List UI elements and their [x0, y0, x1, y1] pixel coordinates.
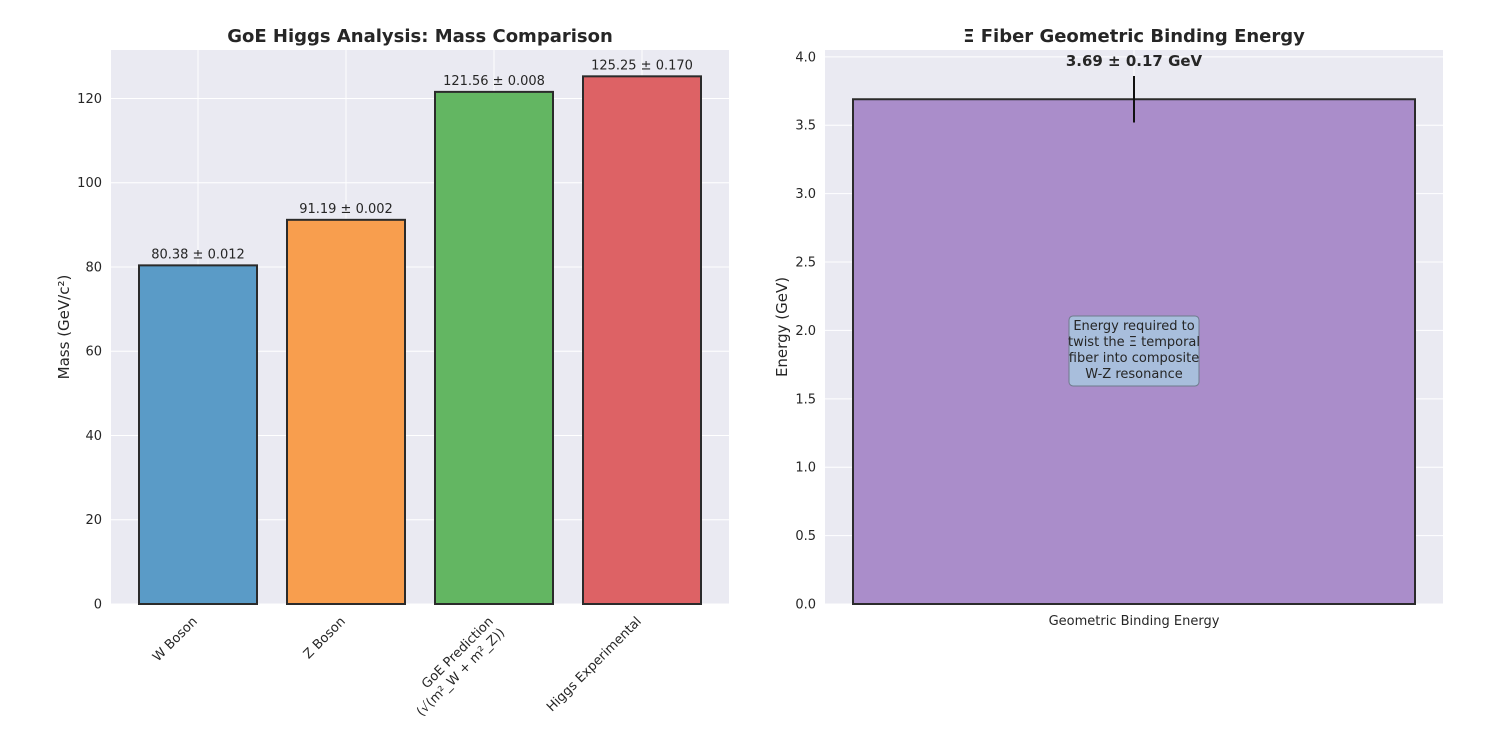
- bar: [434, 90, 554, 605]
- annotation-text: Energy required to twist the Ξ temporal fi…: [1068, 319, 1200, 382]
- y-tick-label: 80: [85, 260, 102, 275]
- y-tick-label: 2.5: [795, 256, 816, 271]
- x-tick-label: GoE Prediction(√(m²_W + m²_Z)): [403, 614, 509, 720]
- yticks-right: 0.0 0.5 1.0 1.5 2.0 2.5 3.0 3.5 4.0: [795, 50, 816, 612]
- y-tick-label: 20: [85, 513, 102, 528]
- x-tick-line: W Boson: [150, 614, 201, 665]
- chart-title-left: GoE Higgs Analysis: Mass Comparison: [227, 26, 613, 47]
- y-tick-label: 4.0: [795, 50, 816, 65]
- annotation-line: twist the Ξ temporal: [1068, 335, 1200, 350]
- x-tick-line: Z Boson: [301, 614, 349, 662]
- y-axis-label-left: Mass (GeV/c²): [55, 275, 73, 380]
- x-tick-label: W Boson: [150, 614, 201, 665]
- annotation-line: fiber into composite: [1069, 351, 1199, 366]
- data-labels-right: 3.69 ± 0.17 GeV: [1066, 52, 1203, 123]
- y-tick-label: 60: [85, 345, 102, 360]
- data-label: 3.69 ± 0.17 GeV: [1066, 52, 1203, 70]
- annotation-line: Energy required to: [1073, 319, 1194, 334]
- yticks-left: 0 20 40 60 80 100 120: [77, 92, 102, 613]
- data-label: 91.19 ± 0.002: [299, 202, 393, 217]
- data-label: 80.38 ± 0.012: [151, 247, 245, 262]
- y-tick-label: 0.5: [795, 529, 816, 544]
- x-tick-label: Z Boson: [301, 614, 349, 662]
- y-tick-label: 1.0: [795, 461, 816, 476]
- data-label: 121.56 ± 0.008: [443, 74, 545, 89]
- y-tick-label: 40: [85, 429, 102, 444]
- chart-title-right: Ξ Fiber Geometric Binding Energy: [963, 26, 1305, 47]
- bar: [286, 218, 406, 605]
- y-tick-label: 0: [94, 598, 102, 613]
- bars-left: [138, 75, 702, 605]
- x-tick-label: Geometric Binding Energy: [1049, 614, 1220, 629]
- bar: [138, 264, 258, 605]
- y-tick-label: 3.0: [795, 187, 816, 202]
- xticks-right: Geometric Binding Energy: [1049, 614, 1220, 629]
- binding-energy-panel: 0.0 0.5 1.0 1.5 2.0 2.5 3.0 3.5 4.0 Geometric Bi…: [773, 26, 1443, 629]
- annotation-box: Energy required to twist the Ξ temporal fi…: [1068, 315, 1200, 387]
- annotation-line: W-Z resonance: [1085, 367, 1182, 382]
- y-tick-label: 120: [77, 92, 102, 107]
- y-tick-label: 2.0: [795, 324, 816, 339]
- xticks-left: W Boson Z Boson GoE Prediction(√(m²_W + m²…: [150, 614, 645, 720]
- x-tick-label: Higgs Experimental: [544, 614, 645, 715]
- y-tick-label: 1.5: [795, 392, 816, 407]
- bar: [582, 75, 702, 605]
- x-tick-line: Higgs Experimental: [544, 614, 645, 715]
- y-tick-label: 3.5: [795, 119, 816, 134]
- mass-comparison-panel: 0 20 40 60 80 100 120 W Boson Z Boson GoE Predic…: [55, 26, 729, 720]
- y-tick-label: 0.0: [795, 598, 816, 613]
- data-labels-left: 80.38 ± 0.012 91.19 ± 0.002 121.56 ± 0.008…: [151, 58, 693, 262]
- annotation-background: [1068, 315, 1200, 387]
- y-tick-label: 100: [77, 176, 102, 191]
- y-axis-label-right: Energy (GeV): [773, 277, 791, 377]
- data-label: 125.25 ± 0.170: [591, 58, 693, 73]
